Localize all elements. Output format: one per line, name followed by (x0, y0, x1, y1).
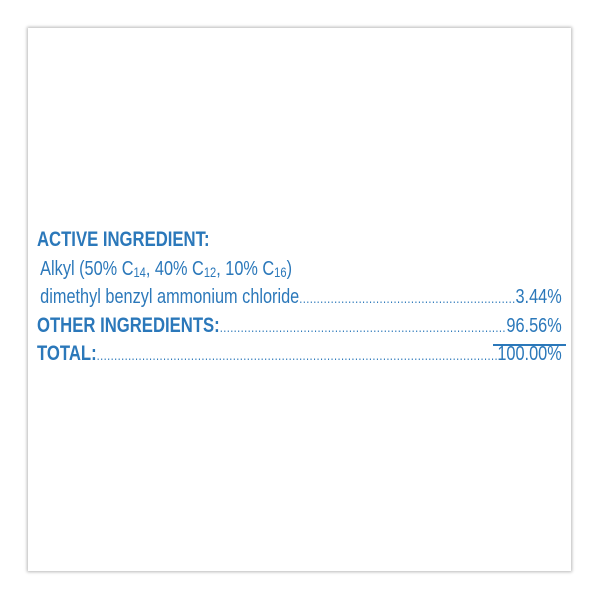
total-row: TOTAL: 100.00% (37, 342, 562, 371)
heading-text: ACTIVE INGREDIENT: (37, 228, 210, 251)
subscript: 12 (203, 263, 217, 280)
active-ingredient-line2: dimethyl benzyl ammonium chloride 3.44% (37, 285, 562, 314)
other-label: OTHER INGREDIENTS: (37, 313, 220, 337)
total-value: 100.00% (497, 342, 562, 365)
text-part: ) (286, 256, 292, 280)
sum-rule (493, 344, 566, 346)
active-value: 3.44% (515, 285, 562, 308)
ingredient-text: Alkyl (50% C14, 40% C12, 10% C16) (40, 257, 292, 281)
text-part: , 40% C (145, 256, 204, 280)
active-ingredient-heading: ACTIVE INGREDIENT: (37, 228, 562, 257)
dot-leader (220, 319, 507, 335)
active-ingredient-line1: Alkyl (50% C14, 40% C12, 10% C16) (37, 257, 562, 286)
total-label: TOTAL: (37, 342, 97, 365)
text-part: , 10% C (216, 256, 275, 280)
dot-leader (97, 347, 498, 363)
text-part: Alkyl (50% C (40, 256, 134, 280)
ingredient-name: dimethyl benzyl ammonium chloride (40, 285, 300, 308)
dot-leader (299, 290, 515, 306)
subscript: 14 (133, 263, 146, 280)
ingredients-panel: ACTIVE INGREDIENT: Alkyl (50% C14, 40% C… (37, 228, 562, 371)
other-ingredients-row: OTHER INGREDIENTS: 96.56% (37, 314, 562, 343)
subscript: 16 (274, 263, 287, 280)
other-value: 96.56% (506, 313, 562, 337)
